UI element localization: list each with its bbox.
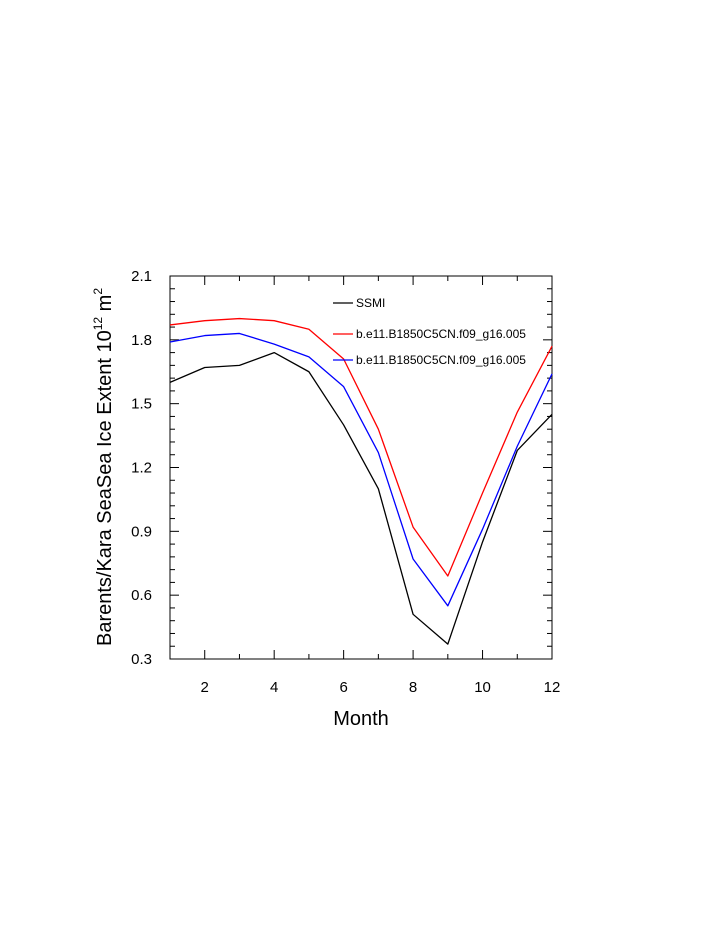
x-tick-label: 6 [339, 679, 347, 696]
series-lines [169, 317, 553, 645]
x-axis: 2 4 6 8 10 12 [169, 276, 561, 696]
y-tick-label: 0.6 [131, 587, 152, 604]
series-line-3 [169, 332, 553, 607]
x-axis-title: Month [333, 708, 389, 730]
legend-label-3: b.e11.B1850C5CN.f09_g16.005 [356, 353, 526, 367]
y-axis-title: Barents/Kara SeaSea Ice Extent 1012 m2 [91, 288, 116, 646]
legend-label-1: SSMI [356, 296, 385, 310]
y-tick-label: 1.5 [131, 396, 152, 413]
y-tick-label: 1.2 [131, 460, 152, 477]
series-line-1 [169, 351, 553, 645]
y-axis-title-exponent: 12 [91, 317, 105, 331]
y-axis-title-unit: m [94, 295, 116, 317]
y-tick-label: 0.9 [131, 523, 152, 540]
series-line-2 [169, 317, 553, 577]
y-axis: 0.3 0.6 0.9 1.2 1.5 1.8 2.1 [131, 268, 552, 668]
legend: SSMI b.e11.B1850C5CN.f09_g16.005 b.e11.B18… [333, 296, 526, 367]
y-tick-label: 0.3 [131, 651, 152, 668]
y-axis-title-unit-exponent: 2 [91, 288, 105, 295]
y-tick-label: 2.1 [131, 268, 152, 285]
y-axis-title-main: Barents/Kara SeaSea Ice Extent 10 [94, 330, 116, 646]
x-tick-label: 10 [474, 679, 491, 696]
x-tick-label: 2 [201, 679, 209, 696]
x-tick-label: 4 [270, 679, 278, 696]
legend-label-2: b.e11.B1850C5CN.f09_g16.005 [356, 327, 526, 341]
x-tick-label: 8 [409, 679, 417, 696]
y-tick-label: 1.8 [131, 332, 152, 349]
x-tick-label: 12 [544, 679, 561, 696]
